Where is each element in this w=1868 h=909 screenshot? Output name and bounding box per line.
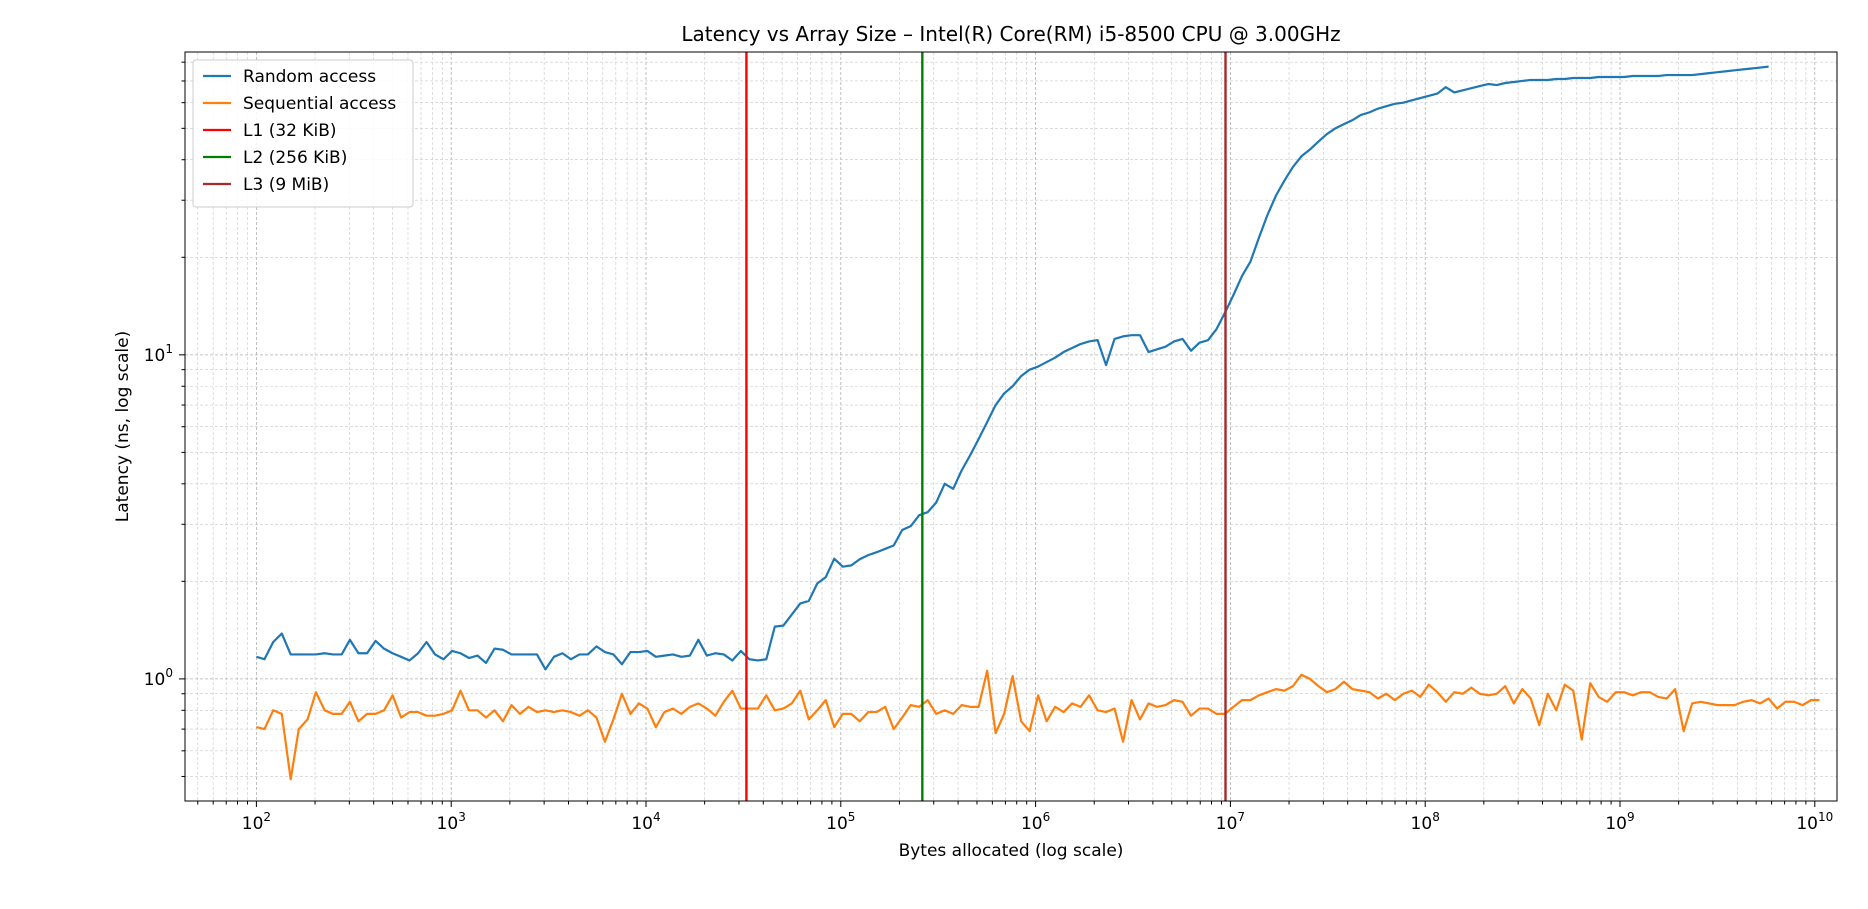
y-tick-label: 101 [144,342,173,366]
chart-title: Latency vs Array Size – Intel(R) Core(RM… [681,22,1340,46]
x-tick-label: 104 [631,810,660,834]
legend-label: L3 (9 MiB) [243,175,329,195]
legend-label: Sequential access [243,94,396,114]
random-access-line [256,65,1769,671]
legend-box [192,59,414,208]
x-axis-label: Bytes allocated (log scale) [899,841,1124,861]
x-tick-label: 109 [1605,810,1634,834]
plot-data [256,52,1820,801]
legend-label: Random access [243,67,376,87]
grid [185,52,1837,801]
x-tick-label: 105 [826,810,855,834]
x-tick-label: 107 [1216,810,1245,834]
axis-ticks: 102 103 104 105 106 107 108 109 1010 100 101 [144,61,1833,834]
x-tick-label: 1010 [1796,810,1833,834]
x-tick-label: 103 [437,810,466,834]
x-tick-label: 108 [1411,810,1440,834]
y-axis-label: Latency (ns, log scale) [113,331,133,522]
x-tick-label: 102 [242,810,271,834]
x-tick-label: 106 [1021,810,1050,834]
legend: Random access Sequential access L1 (32 KiB… [192,59,414,208]
legend-label: L1 (32 KiB) [243,121,337,141]
legend-label: L2 (256 KiB) [243,148,347,168]
y-tick-label: 100 [144,666,173,690]
sequential-access-line [256,669,1820,781]
